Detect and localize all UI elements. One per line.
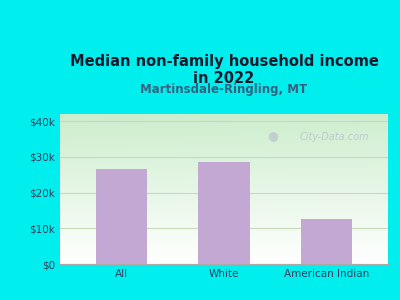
Text: ●: ● xyxy=(268,130,279,142)
Title: Median non-family household income
in 2022: Median non-family household income in 20… xyxy=(70,54,378,86)
Text: City-Data.com: City-Data.com xyxy=(300,131,369,142)
Text: Martinsdale-Ringling, MT: Martinsdale-Ringling, MT xyxy=(140,83,308,96)
Bar xyxy=(96,169,147,264)
Bar xyxy=(198,162,250,264)
Bar xyxy=(301,219,352,264)
